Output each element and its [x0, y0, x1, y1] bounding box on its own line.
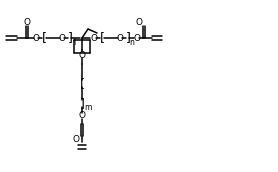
Text: O: O [78, 51, 86, 60]
Text: [: [ [100, 31, 105, 45]
Text: O: O [78, 111, 86, 121]
Text: m: m [84, 104, 92, 112]
Text: n: n [130, 37, 135, 46]
Text: [: [ [80, 78, 85, 90]
Text: O: O [33, 34, 39, 42]
Text: ]: ] [68, 31, 73, 45]
Text: O: O [135, 18, 143, 26]
Text: l: l [73, 37, 75, 46]
Text: ]: ] [80, 98, 85, 110]
Text: ]: ] [126, 31, 130, 45]
Text: O: O [91, 34, 98, 42]
Text: O: O [133, 34, 140, 42]
Text: [: [ [41, 31, 46, 45]
Text: O: O [116, 34, 123, 42]
Text: O: O [24, 18, 31, 26]
Text: O: O [58, 34, 66, 42]
Text: O: O [73, 135, 80, 143]
